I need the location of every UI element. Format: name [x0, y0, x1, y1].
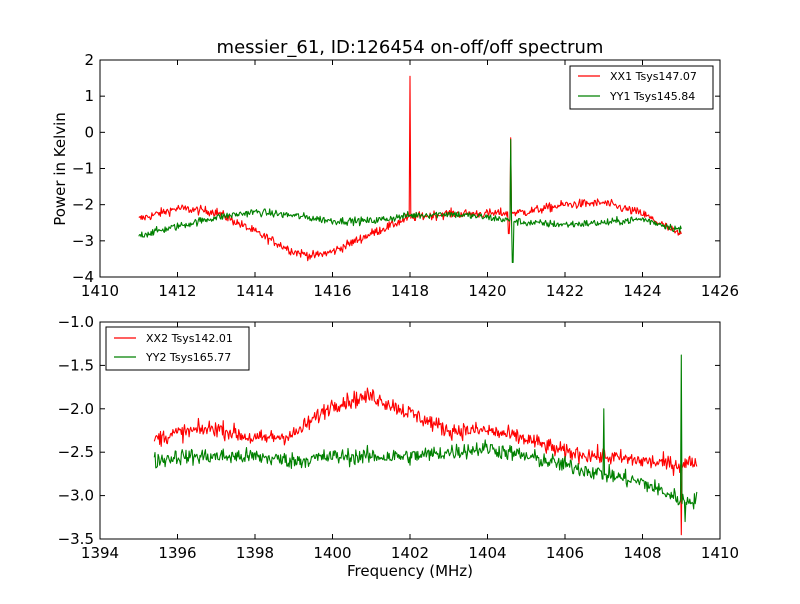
- y-tick-label: −1.5: [58, 356, 94, 374]
- series-line-yy1: [138, 139, 682, 264]
- legend: XX1 Tsys147.07 YY1 Tsys145.84: [569, 65, 714, 110]
- legend-box: [105, 326, 250, 371]
- top-chart: messier_61, ID:126454 on-off/off spectru…: [51, 37, 739, 300]
- series-line-yy2: [153, 354, 698, 523]
- y-tick-label: −3: [72, 232, 94, 250]
- x-axis-label: Frequency (MHz): [347, 562, 473, 580]
- y-tick-label: 2: [84, 51, 94, 69]
- x-tick-label: 1400: [313, 544, 351, 562]
- x-tick-label: 1404: [468, 544, 506, 562]
- series-line-xx1: [138, 75, 682, 262]
- y-tick-label: −3.5: [58, 530, 94, 548]
- bottom-chart: 1394 1396 1398 1400 1402 1404 1406 1408 1410 −1.0…: [58, 313, 740, 580]
- x-tick-label: 1398: [236, 544, 274, 562]
- y-tick-label: 0: [84, 123, 94, 141]
- legend-label-xx2: XX2 Tsys142.01: [146, 332, 233, 345]
- y-tick-label: −2: [72, 196, 94, 214]
- chart-title: messier_61, ID:126454 on-off/off spectru…: [217, 37, 604, 58]
- x-tick-label: 1406: [546, 544, 584, 562]
- x-tick-label: 1414: [236, 282, 274, 300]
- x-tick-label: 1410: [701, 544, 739, 562]
- legend-label-xx1: XX1 Tsys147.07: [610, 70, 697, 83]
- bottom-axis-ticks: 1394 1396 1398 1400 1402 1404 1406 1408 1410 −1.0…: [58, 313, 740, 562]
- legend-label-yy2: YY2 Tsys165.77: [145, 351, 231, 364]
- x-tick-label: 1394: [81, 544, 119, 562]
- bottom-series-layer: [153, 354, 698, 536]
- y-tick-label: 1: [84, 87, 94, 105]
- x-tick-label: 1424: [623, 282, 661, 300]
- y-tick-label: −1: [72, 160, 94, 178]
- legend: XX2 Tsys142.01 YY2 Tsys165.77: [105, 326, 250, 371]
- top-series-layer: [138, 75, 682, 264]
- x-tick-label: 1396: [158, 544, 196, 562]
- y-tick-label: −1.0: [58, 313, 94, 331]
- y-tick-label: −4: [72, 268, 94, 286]
- x-tick-label: 1416: [313, 282, 351, 300]
- top-axis-ticks: 1410 1412 1414 1416 1418 1420 1422 1424 1426 2 1 0 −…: [72, 51, 739, 300]
- x-tick-label: 1402: [391, 544, 429, 562]
- x-tick-label: 1410: [81, 282, 119, 300]
- x-tick-label: 1422: [546, 282, 584, 300]
- y-axis-label: Power in Kelvin: [51, 112, 69, 226]
- y-tick-label: −3.0: [58, 487, 94, 505]
- x-tick-label: 1408: [623, 544, 661, 562]
- x-tick-label: 1420: [468, 282, 506, 300]
- x-tick-label: 1412: [158, 282, 196, 300]
- x-tick-label: 1426: [701, 282, 739, 300]
- legend-label-yy1: YY1 Tsys145.84: [609, 90, 695, 103]
- x-tick-label: 1418: [391, 282, 429, 300]
- y-tick-label: −2.0: [58, 400, 94, 418]
- series-line-xx2: [153, 387, 698, 536]
- legend-box: [569, 65, 714, 110]
- y-tick-label: −2.5: [58, 443, 94, 461]
